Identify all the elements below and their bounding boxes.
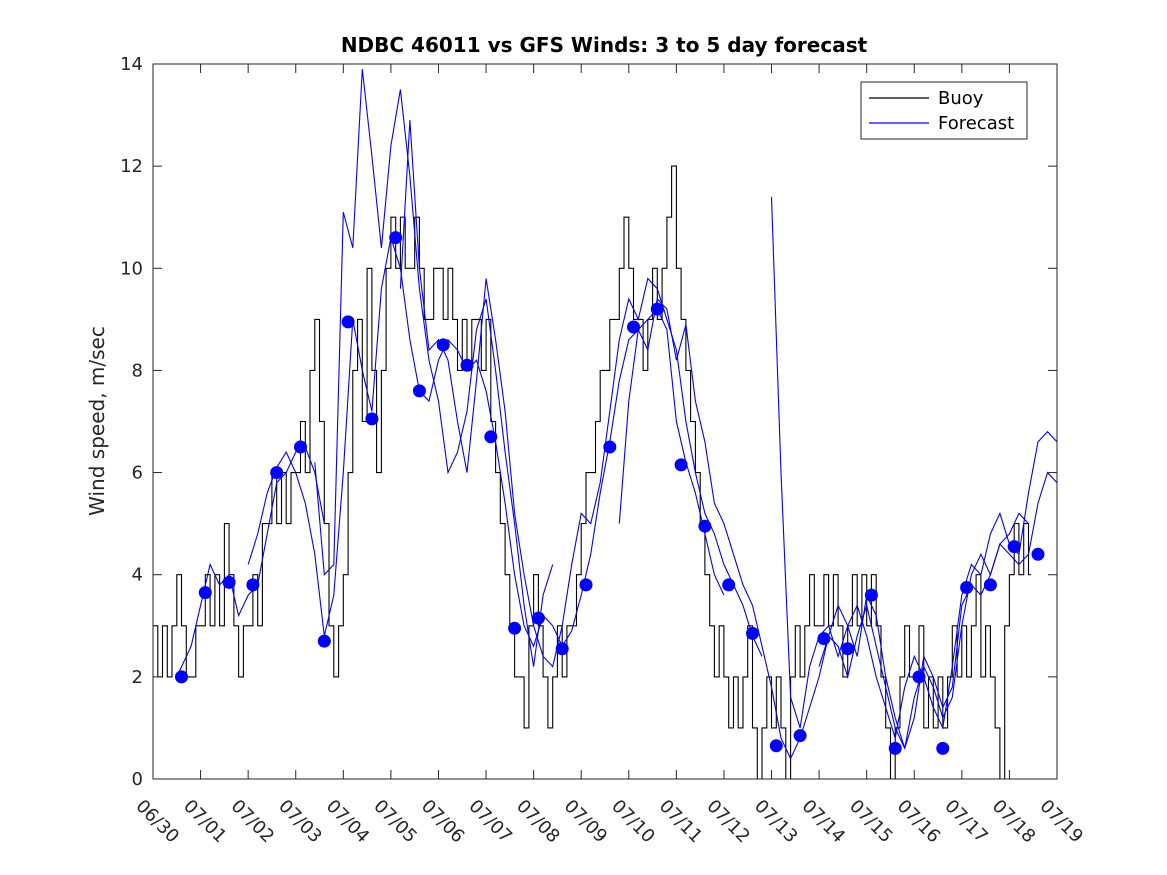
forecast-marker-34 xyxy=(960,581,974,594)
forecast-marker-13 xyxy=(460,358,474,372)
forecast-marker-8 xyxy=(341,315,355,329)
y-tick-label: 2 xyxy=(132,667,143,688)
y-tick-label: 0 xyxy=(132,769,143,790)
forecast-line-5 xyxy=(618,297,1029,760)
y-tick-label: 8 xyxy=(132,360,143,381)
forecast-marker-19 xyxy=(603,440,617,454)
forecast-marker-33 xyxy=(936,741,950,755)
forecast-marker-15 xyxy=(508,621,522,635)
forecast-marker-4 xyxy=(246,578,260,592)
axes-box xyxy=(152,63,1058,780)
forecast-marker-24 xyxy=(722,578,736,592)
y-tick-label: 12 xyxy=(120,156,143,177)
forecast-marker-37 xyxy=(1031,547,1045,561)
y-axis: 0 2 4 6 8 10 12 14 xyxy=(120,54,1057,790)
forecast-marker-29 xyxy=(841,642,855,656)
y-tick-label: 6 xyxy=(132,463,143,484)
forecast-marker-32 xyxy=(912,670,926,684)
forecast-marker-36 xyxy=(1007,540,1021,554)
chart-title: NDBC 46011 vs GFS Winds: 3 to 5 day fore… xyxy=(341,33,868,57)
forecast-marker-2 xyxy=(198,586,212,600)
forecast-marker-22 xyxy=(674,458,688,472)
forecast-marker-11 xyxy=(412,384,426,398)
legend-box xyxy=(860,81,1028,140)
forecast-marker-14 xyxy=(484,430,498,444)
legend-label-forecast: Forecast xyxy=(938,113,1014,134)
forecast-marker-27 xyxy=(793,729,807,743)
forecast-marker-9 xyxy=(365,412,379,426)
forecast-marker-7 xyxy=(317,634,331,648)
forecast-marker-28 xyxy=(817,632,831,646)
forecast-marker-10 xyxy=(389,231,403,245)
y-axis-label: Wind speed, m/sec xyxy=(85,326,109,516)
forecast-marker-16 xyxy=(531,611,545,625)
legend: Buoy Forecast xyxy=(860,81,1028,140)
forecast-line-2 xyxy=(247,237,725,648)
forecast-marker-12 xyxy=(436,338,450,352)
forecast-marker-17 xyxy=(555,642,569,656)
forecast-marker-30 xyxy=(864,588,878,602)
forecast-marker-35 xyxy=(983,578,997,592)
forecast-marker-20 xyxy=(627,320,640,334)
forecast-marker-25 xyxy=(746,626,759,640)
forecast-marker-31 xyxy=(888,741,902,755)
forecast-marker-18 xyxy=(579,578,593,592)
y-tick-label: 10 xyxy=(120,258,143,279)
forecast-marker-21 xyxy=(650,302,664,316)
legend-label-buoy: Buoy xyxy=(938,88,984,109)
forecast-marker-5 xyxy=(270,466,284,480)
forecast-marker-3 xyxy=(222,575,236,589)
forecast-marker-1 xyxy=(175,670,188,684)
forecast-line-3 xyxy=(314,69,554,667)
forecast-marker-23 xyxy=(698,519,712,533)
forecast-line-7 xyxy=(818,471,1058,750)
y-tick-label: 14 xyxy=(120,54,143,75)
plot-area xyxy=(153,69,1058,780)
forecast-line-4 xyxy=(399,120,763,668)
y-tick-label: 4 xyxy=(132,565,143,586)
forecast-marker-6 xyxy=(294,440,307,454)
forecast-marker-26 xyxy=(769,739,783,753)
